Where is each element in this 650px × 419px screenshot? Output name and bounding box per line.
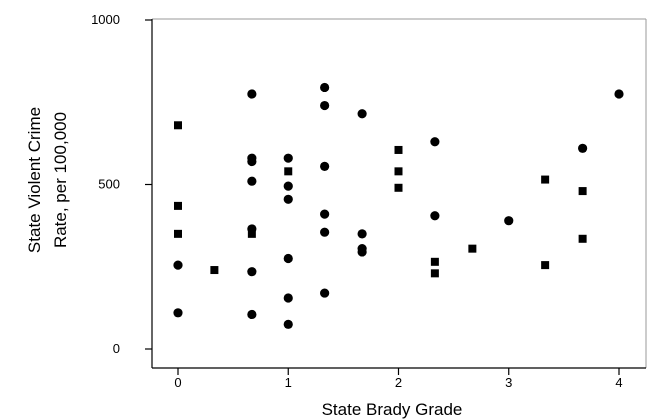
data-point-circle <box>504 216 514 226</box>
data-point-circle <box>173 260 183 270</box>
data-point-square <box>174 201 182 210</box>
data-point-circle <box>430 211 440 221</box>
data-point-circle <box>578 143 588 153</box>
data-point-circle <box>283 194 293 204</box>
x-tick-label: 3 <box>505 375 512 390</box>
data-point-square <box>174 229 182 238</box>
data-point-square <box>541 175 550 184</box>
data-point-circle <box>320 227 330 237</box>
plot-frame <box>151 18 647 369</box>
y-tick-label: 0 <box>113 341 120 356</box>
data-point-circle <box>320 161 330 172</box>
data-point-square <box>468 244 477 253</box>
data-point-square <box>284 167 293 176</box>
data-point-circle <box>173 308 183 318</box>
y-tick-label: 500 <box>98 177 120 192</box>
data-point-circle <box>320 209 330 219</box>
y-tick-label: 1000 <box>91 12 120 27</box>
data-point-square <box>578 234 587 243</box>
data-point-circle <box>283 181 293 191</box>
data-point-square <box>247 229 256 238</box>
data-point-circle <box>357 247 367 257</box>
x-tick-label: 2 <box>395 375 402 390</box>
data-point-circle <box>614 89 624 99</box>
x-tick-label: 4 <box>615 375 622 390</box>
data-point-circle <box>247 89 257 99</box>
y-axis: 0 500 1000 <box>91 12 152 356</box>
y-axis-title: State Violent Crime Rate, per 100,000 <box>25 107 70 253</box>
data-point-square <box>430 269 439 278</box>
data-point-circle <box>320 100 330 111</box>
data-point-square <box>394 183 403 192</box>
data-point-circle <box>247 156 257 167</box>
data-point-circle <box>283 319 293 329</box>
data-point-square <box>578 187 587 196</box>
y-axis-title-line-2: Rate, per 100,000 <box>51 112 70 248</box>
data-point-circle <box>247 309 257 320</box>
data-point-square <box>210 266 219 275</box>
data-point-circle <box>430 137 440 147</box>
data-point-circle <box>357 109 367 119</box>
data-point-circle <box>283 293 293 303</box>
data-point-square <box>174 121 182 130</box>
x-tick-label: 0 <box>174 375 181 390</box>
data-point-square <box>430 257 439 266</box>
x-tick-label: 1 <box>285 375 292 390</box>
data-point-circle <box>283 153 293 163</box>
y-axis-title-line-1: State Violent Crime <box>25 107 44 253</box>
x-axis: 0 1 2 3 4 <box>174 368 623 390</box>
data-point-square <box>394 167 403 176</box>
data-point-circle <box>247 267 257 277</box>
data-point-square <box>541 261 550 270</box>
data-point-circle <box>283 253 293 264</box>
data-point-circle <box>357 229 367 239</box>
data-point-circle <box>247 176 257 186</box>
x-axis-title: State Brady Grade <box>322 400 463 419</box>
data-points <box>173 82 624 329</box>
data-point-circle <box>320 288 330 298</box>
data-point-circle <box>320 82 330 93</box>
data-point-square <box>394 145 403 154</box>
